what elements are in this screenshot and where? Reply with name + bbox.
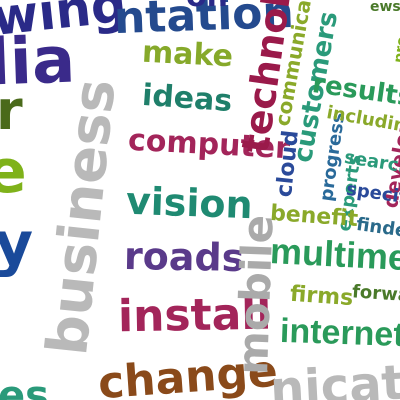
word-make: make: [141, 34, 234, 75]
word-cloud: cloud: [272, 129, 304, 199]
word-firms: firms: [289, 281, 355, 312]
word-es: es: [0, 373, 49, 400]
word-on: on: [186, 0, 228, 12]
word-nication: nication: [268, 350, 400, 400]
word-y: y: [0, 209, 34, 279]
word-business: business: [35, 75, 129, 359]
word-r: r: [0, 79, 23, 142]
word-forward: forward: [351, 281, 400, 308]
word-multimedia: multimedia: [269, 230, 400, 281]
word-pro: pro: [391, 35, 400, 65]
word-e: e: [0, 137, 27, 207]
word-roads: roads: [123, 233, 245, 281]
word-ews: ews: [370, 0, 400, 15]
word-internet: internet: [279, 311, 400, 355]
word-benefit: benefit: [269, 200, 359, 233]
word-ideas: ideas: [140, 77, 234, 120]
